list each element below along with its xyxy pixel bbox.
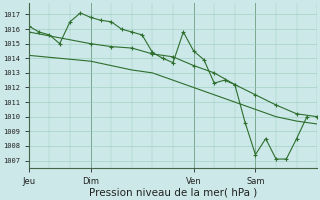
- X-axis label: Pression niveau de la mer( hPa ): Pression niveau de la mer( hPa ): [89, 187, 257, 197]
